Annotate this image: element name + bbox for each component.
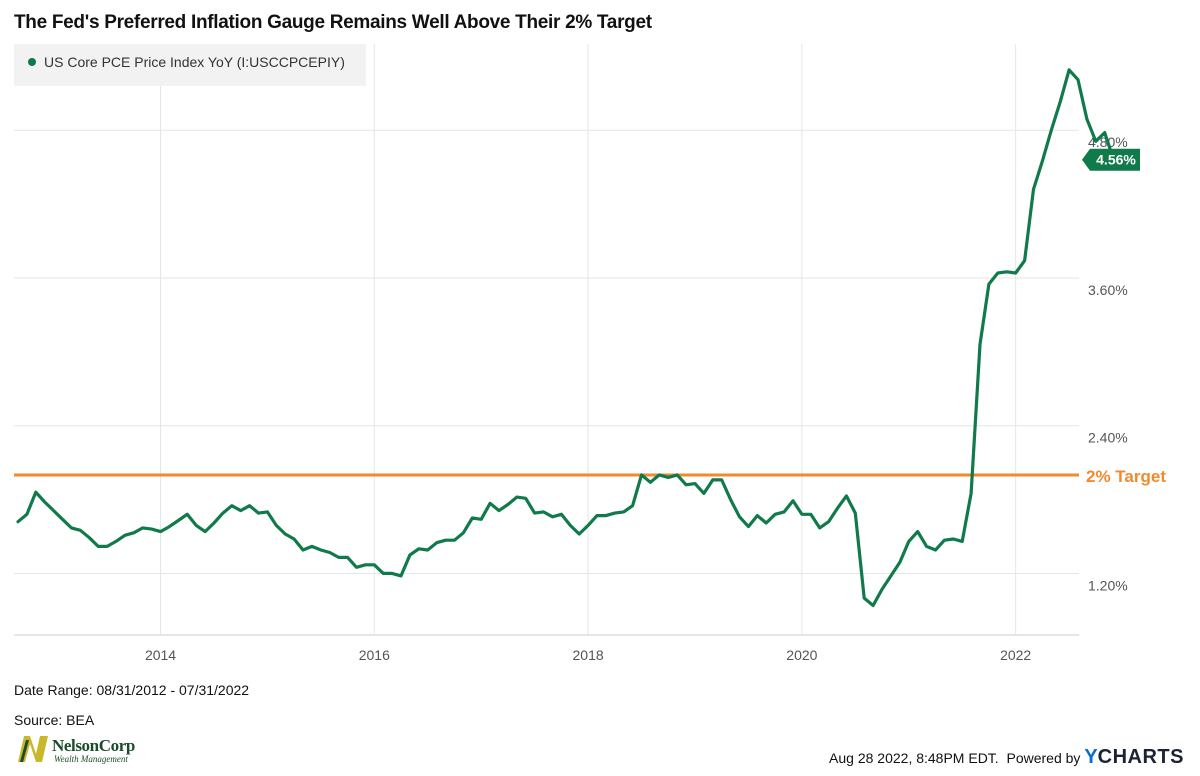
legend-label: US Core PCE Price Index YoY (I:USCCPCEPI… xyxy=(44,54,345,70)
timestamp: Aug 28 2022, 8:48PM EDT. xyxy=(829,750,999,766)
x-tick-label: 2014 xyxy=(145,647,176,663)
gridlines xyxy=(14,44,1079,636)
target-label: 2% Target xyxy=(1086,467,1166,486)
nelsoncorp-logo: NelsonCorp Wealth Management xyxy=(14,732,144,766)
x-tick-label: 2022 xyxy=(1000,647,1031,663)
x-tick-label: 2016 xyxy=(359,647,390,663)
source-label: Source: BEA xyxy=(14,712,95,728)
powered-by: Aug 28 2022, 8:48PM EDT. Powered by YCHA… xyxy=(829,746,1184,769)
last-value-label: 4.56% xyxy=(1096,152,1136,168)
y-tick-label: 3.60% xyxy=(1088,282,1128,298)
x-axis-ticks: 2014 2016 2018 2020 2022 xyxy=(145,647,1031,663)
powered-by-label: Powered by xyxy=(1006,750,1081,766)
y-tick-label: 2.40% xyxy=(1088,430,1128,446)
nelsoncorp-logo-mark-icon xyxy=(18,736,48,762)
target-line-group: 2% Target xyxy=(14,467,1166,486)
series-line xyxy=(16,68,1116,608)
x-tick-label: 2018 xyxy=(573,647,604,663)
y-axis-ticks: 1.20%2.40%3.60%4.80% xyxy=(1088,134,1128,593)
series-group xyxy=(16,68,1116,608)
legend-dot-icon xyxy=(28,58,36,66)
last-value-badge xyxy=(1082,148,1140,171)
logo-tagline: Wealth Management xyxy=(54,754,128,764)
ycharts-logo[interactable]: YCHARTS xyxy=(1084,746,1184,768)
last-value-label-group: 4.56% xyxy=(1082,148,1140,171)
x-tick-label: 2020 xyxy=(786,647,817,663)
chart-title: The Fed's Preferred Inflation Gauge Rema… xyxy=(14,12,652,33)
logo-wordmark: NelsonCorp xyxy=(52,736,135,755)
legend[interactable]: US Core PCE Price Index YoY (I:USCCPCEPI… xyxy=(14,44,366,86)
date-range: Date Range: 08/31/2012 - 07/31/2022 xyxy=(14,682,250,698)
y-tick-label: 1.20% xyxy=(1088,577,1128,593)
